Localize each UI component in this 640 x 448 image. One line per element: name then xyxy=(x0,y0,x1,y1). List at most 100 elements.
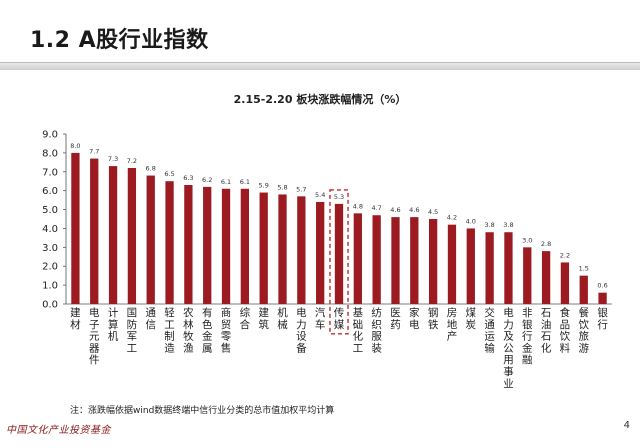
data-label: 6.3 xyxy=(183,174,193,182)
y-tick-label: 3.0 xyxy=(42,243,58,254)
data-label: 3.0 xyxy=(522,236,532,244)
bar xyxy=(221,188,231,304)
bar xyxy=(278,194,287,304)
bar xyxy=(541,251,551,304)
data-label: 5.9 xyxy=(259,182,269,190)
y-tick-label: 1.0 xyxy=(42,281,58,292)
bar xyxy=(579,275,588,304)
bar xyxy=(316,202,325,304)
x-tick-label: 非银行金融 xyxy=(522,307,533,366)
x-tick-label: 房地产 xyxy=(447,306,458,343)
data-label: 3.8 xyxy=(503,221,513,229)
bar xyxy=(504,232,513,304)
x-tick-label: 医药 xyxy=(390,307,401,331)
bar xyxy=(108,166,118,304)
x-tick-label: 食品饮料 xyxy=(560,306,571,354)
y-tick-label: 9.0 xyxy=(42,130,58,141)
footer-logo: 中国文化产业投资基金 xyxy=(6,425,111,436)
data-label: 5.7 xyxy=(296,185,306,193)
data-label: 6.1 xyxy=(221,178,231,186)
x-tick-label: 传媒 xyxy=(334,307,345,331)
x-tick-label: 有色金属 xyxy=(202,306,213,354)
data-label: 6.8 xyxy=(146,165,156,173)
bar xyxy=(165,181,174,304)
chart-title: 2.15-2.20 板块涨跌幅情况（%） xyxy=(234,92,407,106)
x-tick-label: 通信 xyxy=(145,307,156,331)
bar xyxy=(184,185,193,304)
x-tick-label: 商贸零售 xyxy=(221,306,232,354)
y-tick-label: 2.0 xyxy=(42,262,58,273)
bar xyxy=(127,168,137,304)
bar xyxy=(90,158,99,304)
x-tick-label: 石油石化 xyxy=(541,307,552,354)
x-tick-label: 电力及公用事业 xyxy=(503,306,514,390)
x-tick-label: 建材 xyxy=(70,306,81,331)
x-tick-label: 电力设备 xyxy=(296,306,307,354)
y-tick-label: 6.0 xyxy=(42,186,58,197)
bar xyxy=(523,247,532,304)
bar xyxy=(240,188,250,304)
data-label: 2.2 xyxy=(560,251,570,259)
bar xyxy=(71,152,80,304)
data-label: 7.3 xyxy=(108,155,118,163)
x-tick-label: 轻工制造 xyxy=(164,306,175,354)
data-label: 5.3 xyxy=(334,193,344,201)
x-tick-label: 家电 xyxy=(409,306,420,331)
data-label: 4.6 xyxy=(409,206,419,214)
y-tick-label: 0.0 xyxy=(42,300,58,311)
x-tick-label: 综合 xyxy=(240,306,251,331)
x-tick-label: 银行 xyxy=(597,306,608,331)
x-tick-label: 煤炭 xyxy=(466,306,477,331)
x-tick-label: 餐饮旅游 xyxy=(579,306,590,354)
x-tick-label: 国防军工 xyxy=(127,307,138,354)
x-tick-label: 基础化工 xyxy=(353,306,364,354)
highlight-box xyxy=(329,189,349,335)
y-tick-label: 8.0 xyxy=(42,148,58,159)
data-label: 7.2 xyxy=(127,157,137,165)
data-label: 3.8 xyxy=(484,221,494,229)
chart-footnote: 注：涨跌幅依据wind数据终端中信行业分类的总市值加权平均计算 xyxy=(70,406,335,416)
bar xyxy=(372,215,381,304)
data-label: 0.6 xyxy=(597,282,607,290)
x-tick-label: 汽车 xyxy=(315,306,326,331)
data-label: 8.0 xyxy=(70,142,80,150)
bar xyxy=(447,224,457,304)
bar xyxy=(598,292,607,304)
data-label: 4.8 xyxy=(353,202,363,210)
data-label: 4.7 xyxy=(371,204,381,212)
data-label: 5.4 xyxy=(315,191,325,199)
data-label: 5.8 xyxy=(277,183,287,191)
data-label: 6.5 xyxy=(164,170,174,178)
bar xyxy=(560,262,570,304)
page-number: 4 xyxy=(623,420,630,431)
bar xyxy=(297,196,306,304)
x-tick-label: 钢铁 xyxy=(428,306,439,331)
data-label: 6.1 xyxy=(240,178,250,186)
data-label: 4.5 xyxy=(428,208,438,216)
y-tick-label: 5.0 xyxy=(42,205,58,216)
data-label: 1.5 xyxy=(579,265,589,273)
bar xyxy=(146,175,155,304)
bar xyxy=(485,232,494,304)
x-tick-label: 计算机 xyxy=(108,306,119,343)
bar xyxy=(391,217,400,304)
data-label: 4.6 xyxy=(390,206,400,214)
data-label: 7.7 xyxy=(89,148,99,156)
bar xyxy=(410,217,419,304)
data-label: 2.8 xyxy=(541,240,551,248)
data-label: 4.0 xyxy=(466,217,476,225)
bar xyxy=(334,203,344,304)
x-tick-label: 机械 xyxy=(277,306,288,331)
y-tick-label: 7.0 xyxy=(42,167,58,178)
x-tick-label: 电子元器件 xyxy=(89,306,100,366)
title-divider xyxy=(0,62,640,70)
y-tick-label: 4.0 xyxy=(42,224,58,235)
x-tick-label: 农林牧渔 xyxy=(183,306,194,354)
data-label: 6.2 xyxy=(202,176,212,184)
x-tick-label: 交通运输 xyxy=(484,306,495,354)
bar xyxy=(466,228,475,304)
bar xyxy=(203,186,212,304)
x-tick-label: 建筑 xyxy=(258,306,269,331)
